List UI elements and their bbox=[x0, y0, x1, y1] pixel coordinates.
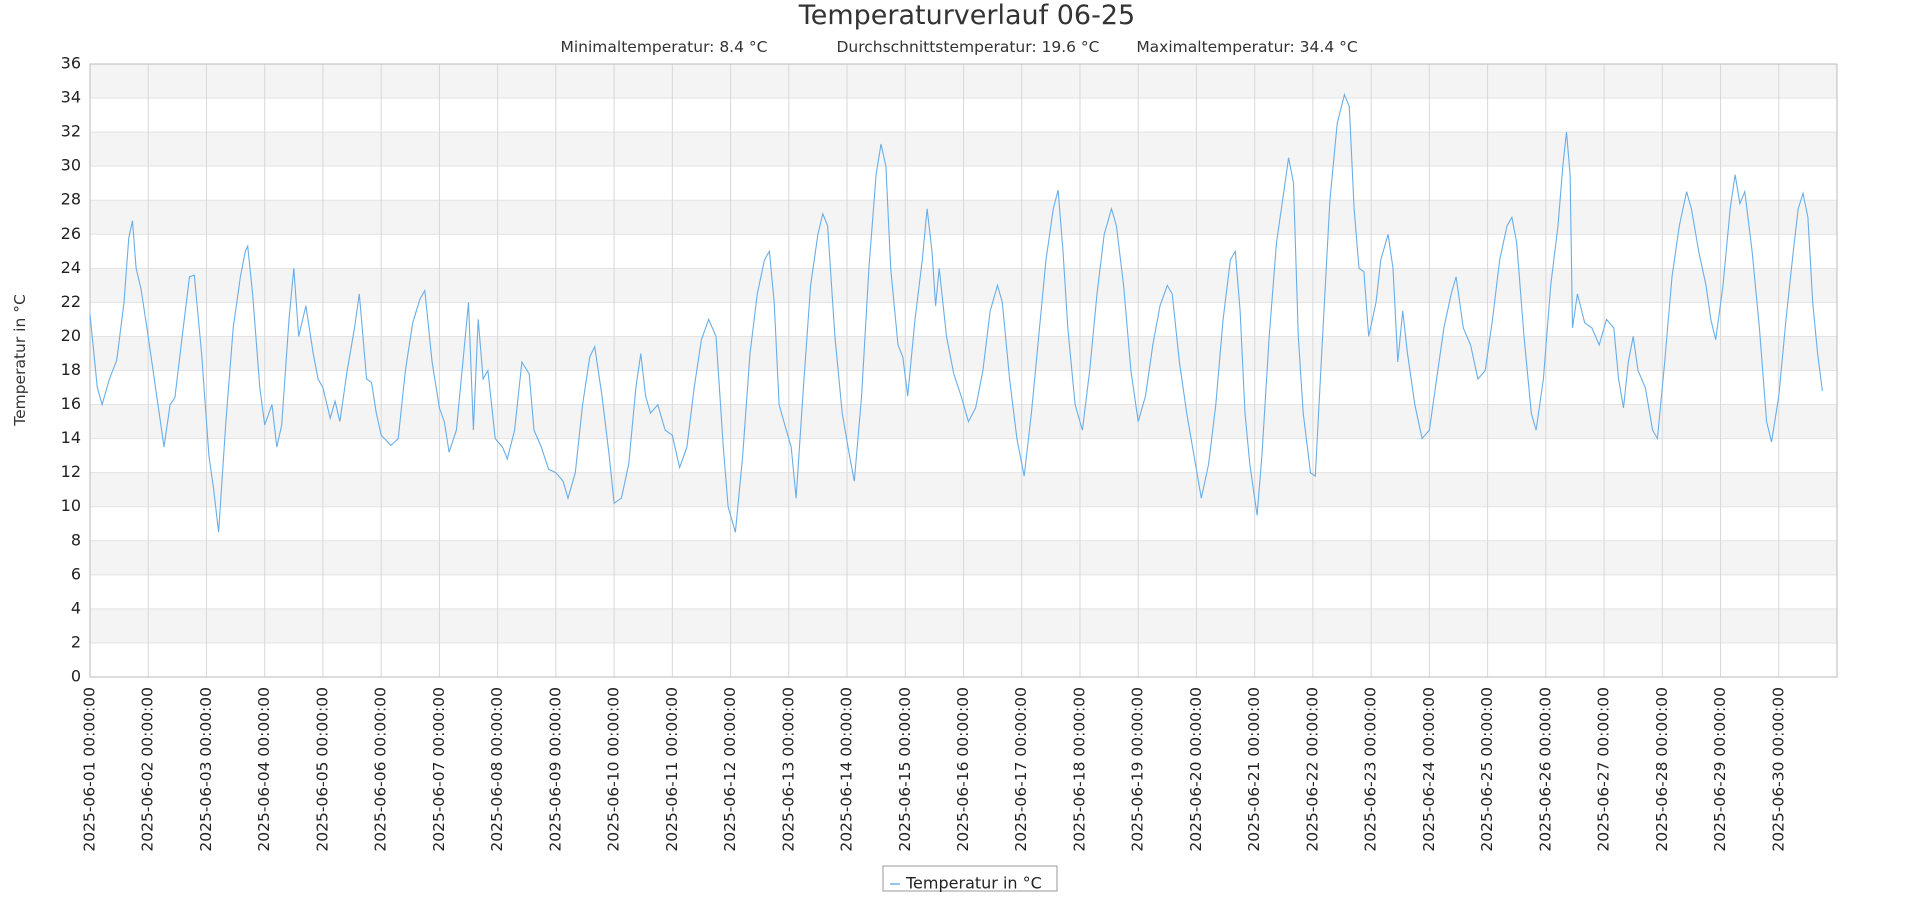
y-tick-label: 22 bbox=[61, 292, 81, 311]
x-tick-label: 2025-06-15 00:00:00 bbox=[896, 687, 914, 852]
y-tick-label: 24 bbox=[61, 258, 81, 277]
x-tick-label: 2025-06-27 00:00:00 bbox=[1595, 687, 1613, 852]
x-tick-label: 2025-06-23 00:00:00 bbox=[1362, 687, 1380, 852]
stat-max-temperature: Maximaltemperatur: 34.4 °C bbox=[1136, 38, 1357, 56]
x-tick-label: 2025-06-20 00:00:00 bbox=[1187, 687, 1205, 852]
y-tick-label: 10 bbox=[61, 496, 81, 515]
y-tick-label: 8 bbox=[71, 530, 81, 549]
x-tick-label: 2025-06-09 00:00:00 bbox=[546, 687, 564, 852]
chart-title: Temperaturverlauf 06-25 bbox=[798, 0, 1135, 31]
x-tick-label: 2025-06-04 00:00:00 bbox=[255, 687, 273, 852]
x-tick-label: 2025-06-06 00:00:00 bbox=[372, 687, 390, 852]
y-tick-label: 28 bbox=[61, 190, 81, 209]
y-tick-label: 26 bbox=[61, 224, 81, 243]
legend-box bbox=[882, 865, 1058, 892]
x-tick-label: 2025-06-03 00:00:00 bbox=[197, 687, 215, 852]
x-tick-label: 2025-06-18 00:00:00 bbox=[1070, 687, 1088, 852]
x-tick-label: 2025-06-22 00:00:00 bbox=[1303, 687, 1321, 852]
x-tick-label: 2025-06-29 00:00:00 bbox=[1711, 687, 1729, 852]
x-tick-label: 2025-06-28 00:00:00 bbox=[1653, 687, 1671, 852]
series-line-temperature bbox=[89, 92, 1823, 533]
y-tick-label: 20 bbox=[61, 326, 81, 345]
x-tick-label: 2025-06-05 00:00:00 bbox=[313, 687, 331, 852]
stat-average-temperature: Durchschnittstemperatur: 19.6 °C bbox=[836, 38, 1099, 56]
legend[interactable]: Temperatur in °C bbox=[882, 865, 1058, 893]
x-tick-label: 2025-06-26 00:00:00 bbox=[1536, 687, 1554, 852]
y-tick-label: 16 bbox=[61, 394, 81, 413]
x-tick-label: 2025-06-14 00:00:00 bbox=[838, 687, 856, 852]
legend-label-temperature: Temperatur in °C bbox=[905, 874, 1042, 893]
x-tick-label: 2025-06-01 00:00:00 bbox=[81, 687, 99, 852]
x-tick-label: 2025-06-30 00:00:00 bbox=[1769, 687, 1787, 852]
x-tick-label: 2025-06-12 00:00:00 bbox=[721, 687, 739, 852]
y-tick-label: 36 bbox=[61, 54, 81, 73]
x-tick-label: 2025-06-21 00:00:00 bbox=[1245, 687, 1263, 852]
x-tick-label: 2025-06-19 00:00:00 bbox=[1129, 687, 1147, 852]
y-tick-label: 2 bbox=[71, 632, 81, 651]
y-tick-label: 18 bbox=[61, 360, 81, 379]
x-tick-label: 2025-06-16 00:00:00 bbox=[954, 687, 972, 852]
x-tick-label: 2025-06-24 00:00:00 bbox=[1420, 687, 1438, 852]
y-axis-label: Temperatur in °C bbox=[11, 294, 29, 427]
y-tick-label: 34 bbox=[61, 88, 81, 107]
x-tick-label: 2025-06-11 00:00:00 bbox=[663, 687, 681, 852]
x-tick-label: 2025-06-07 00:00:00 bbox=[430, 687, 448, 852]
x-tick-label: 2025-06-08 00:00:00 bbox=[488, 687, 506, 852]
y-tick-label: 30 bbox=[61, 156, 81, 175]
x-tick-label: 2025-06-17 00:00:00 bbox=[1012, 687, 1030, 852]
y-tick-label: 4 bbox=[71, 598, 81, 617]
y-tick-label: 14 bbox=[61, 428, 81, 447]
y-tick-label: 6 bbox=[71, 564, 81, 583]
x-tick-label: 2025-06-25 00:00:00 bbox=[1478, 687, 1496, 852]
x-tick-label: 2025-06-13 00:00:00 bbox=[779, 687, 797, 852]
x-axis-tick-labels: 2025-06-01 00:00:00 2025-06-02 00:00:00 20… bbox=[81, 687, 1788, 852]
stat-min-temperature: Minimaltemperatur: 8.4 °C bbox=[561, 38, 768, 56]
plot-frame bbox=[89, 63, 1838, 678]
x-tick-label: 2025-06-02 00:00:00 bbox=[139, 687, 157, 852]
y-tick-label: 0 bbox=[71, 667, 81, 686]
y-tick-label: 32 bbox=[61, 122, 81, 141]
y-tick-label: 12 bbox=[61, 462, 81, 481]
x-tick-label: 2025-06-10 00:00:00 bbox=[605, 687, 623, 852]
